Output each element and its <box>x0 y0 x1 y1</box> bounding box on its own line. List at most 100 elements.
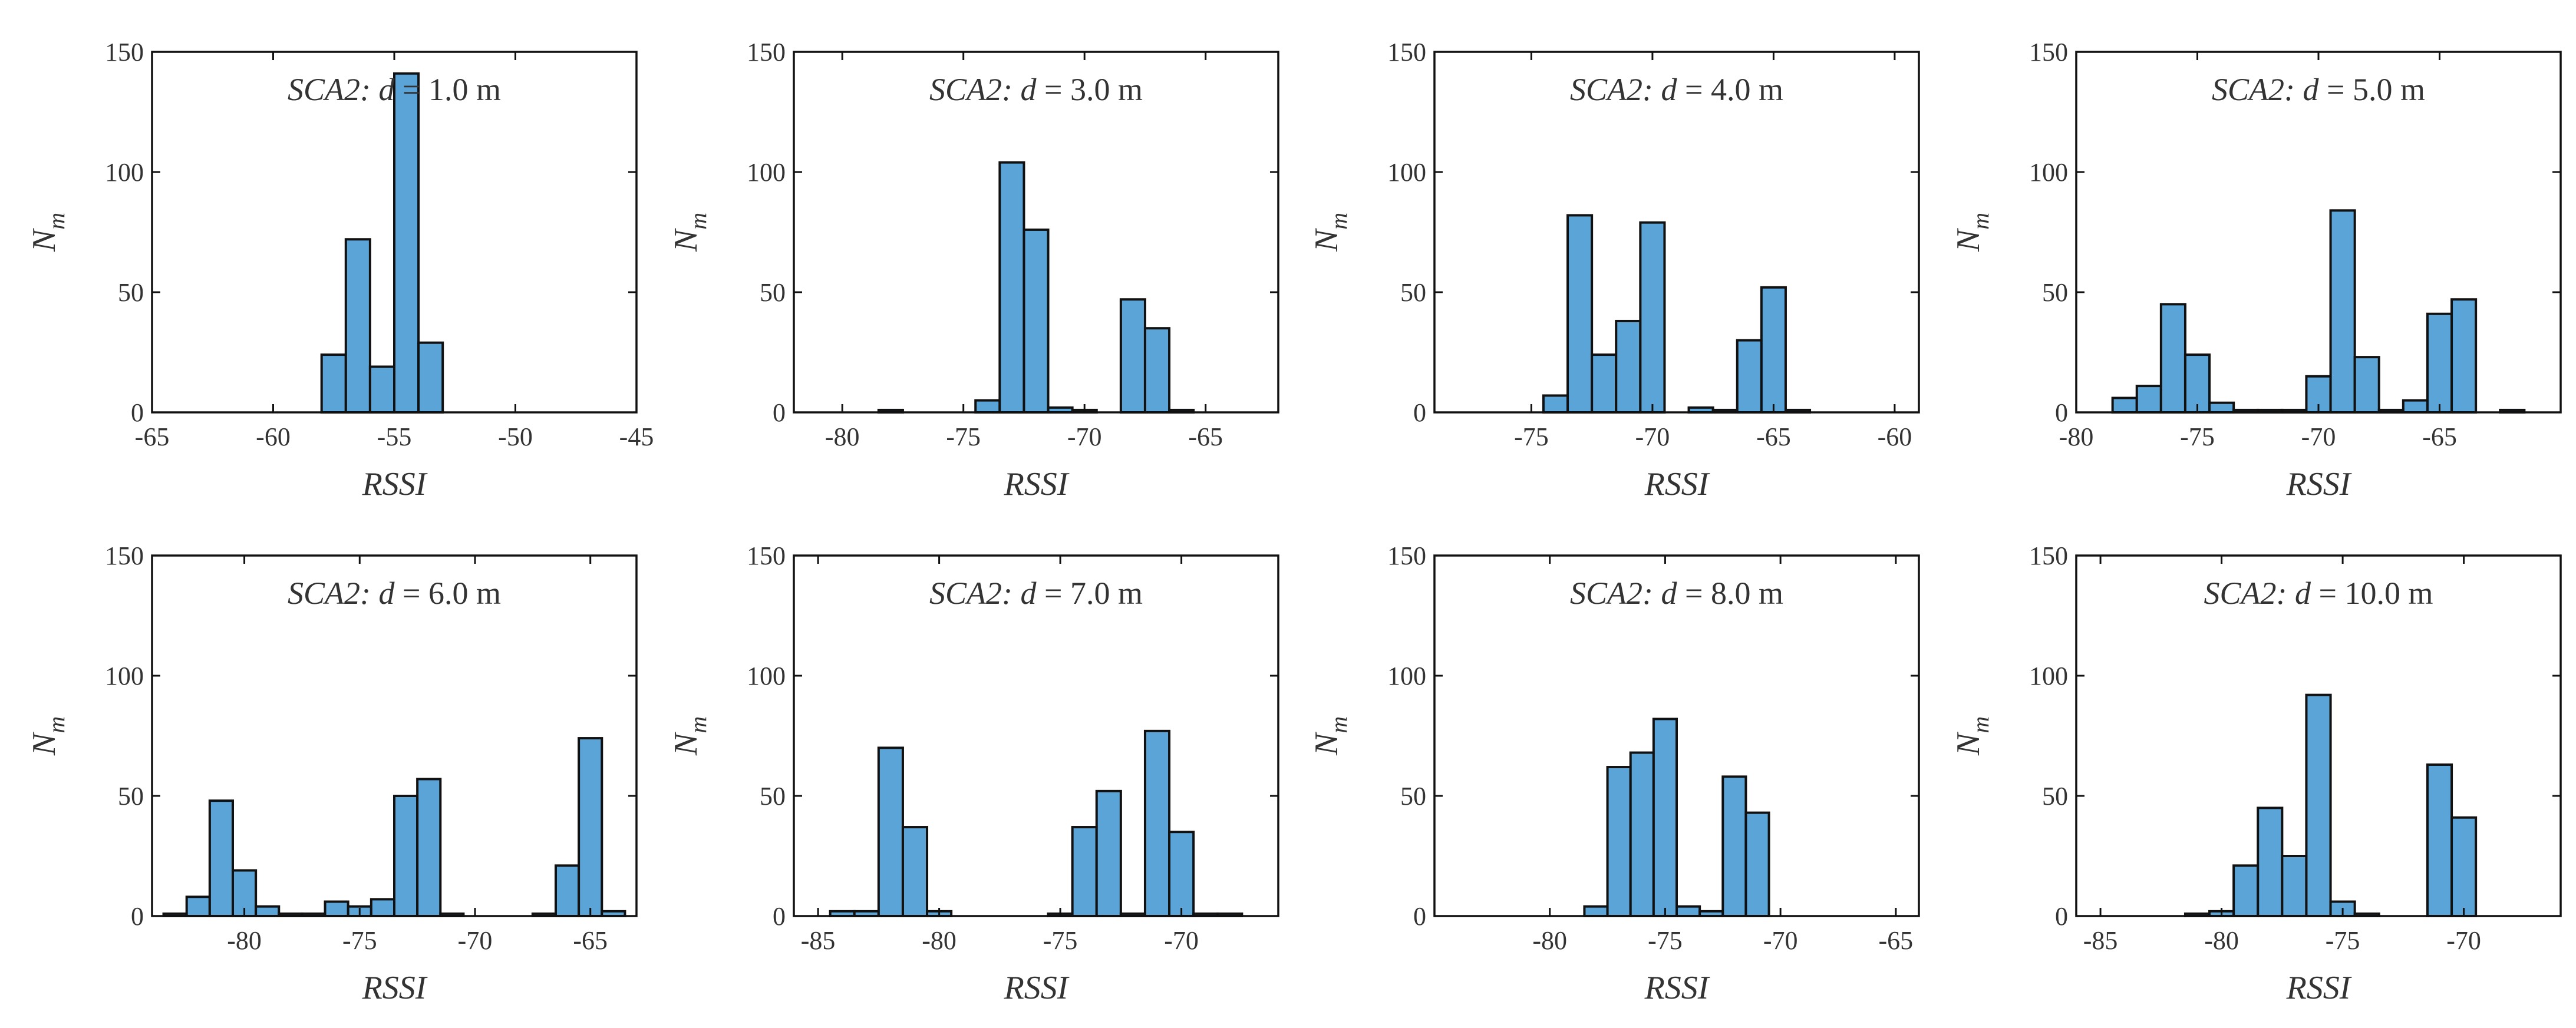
histogram-panel-3: -75 -70 -65 -60 0 50 100 150 SCA2: d = 4.0 m RSSI… <box>1308 38 1920 503</box>
histogram-bar <box>393 72 420 414</box>
x-tick-label: -70 <box>2446 926 2481 955</box>
histogram-bar <box>1119 298 1146 414</box>
x-tick-label: -60 <box>1878 422 1912 451</box>
y-tick-label: 0 <box>773 398 786 427</box>
histogram-panel-8: -85 -80 -75 -70 0 50 100 150 SCA2: d = 10.0 m RSS… <box>1950 541 2562 1006</box>
y-tick-label: 50 <box>1400 782 1426 811</box>
y-tick-label: 150 <box>2029 38 2068 67</box>
x-tick-label: -65 <box>2422 422 2457 451</box>
panel-title: SCA2: d = 1.0 m <box>288 72 501 107</box>
y-axis-label: Nm <box>26 716 70 756</box>
x-tick-label: -75 <box>2326 926 2360 955</box>
histogram-bar <box>1760 286 1787 414</box>
histogram-bar <box>2208 401 2235 414</box>
histogram-bar <box>974 399 1001 414</box>
histogram-bar <box>578 737 603 917</box>
histogram-bar <box>2329 209 2356 414</box>
x-tick-label: -75 <box>1514 422 1549 451</box>
histogram-bar <box>324 900 349 918</box>
y-tick-label: 150 <box>105 38 144 67</box>
histogram-bar <box>370 898 395 917</box>
histogram-bar <box>1615 319 1642 414</box>
panel-title: SCA2: d = 7.0 m <box>929 576 1143 611</box>
y-tick-label: 0 <box>131 398 144 427</box>
x-tick-label: -70 <box>1635 422 1670 451</box>
panel-title: SCA2: d = 10.0 m <box>2204 576 2433 611</box>
axes-frame <box>151 554 638 917</box>
histogram-bar <box>344 238 371 414</box>
histogram-bar <box>1629 751 1655 918</box>
histogram-bar <box>185 895 211 917</box>
x-tick-label: -65 <box>573 926 608 955</box>
histogram-bar <box>2257 806 2284 918</box>
x-tick-label: -55 <box>377 422 412 451</box>
histogram-bar <box>1639 221 1666 414</box>
x-tick-label: -80 <box>825 422 860 451</box>
histogram-bar <box>1606 766 1632 918</box>
histogram-bar <box>2159 303 2186 414</box>
histogram-bar <box>998 161 1025 414</box>
x-tick-label: -75 <box>946 422 981 451</box>
histogram-bar <box>2426 312 2453 414</box>
y-tick-label: 150 <box>1387 541 1426 570</box>
y-tick-label: 50 <box>118 782 144 811</box>
axes-frame <box>2075 554 2562 917</box>
histogram-bar <box>1143 729 1171 917</box>
histogram-bar <box>1023 228 1050 414</box>
x-tick-label: -80 <box>2059 422 2094 451</box>
histogram-panel-7: -80 -75 -70 -65 0 50 100 150 SCA2: d = 8.0 m RSSI… <box>1308 541 1920 1006</box>
y-tick-label: 50 <box>760 782 786 811</box>
x-tick-label: -70 <box>1067 422 1102 451</box>
x-axis-label: RSSI <box>1004 970 1070 1006</box>
x-axis-label: RSSI <box>1644 466 1710 503</box>
axes-frame <box>1433 554 1920 917</box>
histogram-bar <box>2184 353 2211 414</box>
y-tick-label: 0 <box>1413 902 1426 931</box>
histogram-bar <box>1744 811 1770 918</box>
histogram-bar <box>2402 399 2429 414</box>
histogram-bar <box>1095 789 1122 917</box>
x-tick-label: -60 <box>256 422 291 451</box>
histogram-bar <box>2111 396 2138 414</box>
histogram-panel-2: -80 -75 -70 -65 0 50 100 150 SCA2: d = 3.0 m RSSI… <box>668 38 1279 503</box>
y-tick-label: 150 <box>105 541 144 570</box>
x-tick-label: -65 <box>1879 926 1914 955</box>
x-tick-label: -70 <box>1164 926 1199 955</box>
y-tick-label: 150 <box>2029 541 2068 570</box>
histogram-bar <box>2353 356 2380 414</box>
y-axis-label: Nm <box>668 716 711 756</box>
panel-title: SCA2: d = 5.0 m <box>2212 72 2425 107</box>
panel-title: SCA2: d = 4.0 m <box>1570 72 1783 107</box>
histogram-bar <box>1566 214 1594 414</box>
x-tick-label: -65 <box>1756 422 1791 451</box>
y-axis-label: Nm <box>1308 716 1352 756</box>
y-tick-label: 50 <box>1400 278 1426 307</box>
histogram-bar <box>416 778 442 917</box>
x-tick-label: -65 <box>1188 422 1223 451</box>
y-tick-label: 150 <box>747 38 786 67</box>
histogram-bar <box>320 353 347 414</box>
x-tick-label: -75 <box>2180 422 2215 451</box>
y-tick-label: 150 <box>1387 38 1426 67</box>
histogram-bar <box>555 864 580 917</box>
panel-title: SCA2: d = 3.0 m <box>929 72 1143 107</box>
x-tick-label: -70 <box>1763 926 1798 955</box>
y-tick-label: 100 <box>747 662 786 690</box>
x-tick-label: -65 <box>135 422 170 451</box>
x-tick-label: -80 <box>1532 926 1567 955</box>
y-tick-label: 0 <box>2055 902 2068 931</box>
histogram-bar <box>1168 831 1195 917</box>
histogram-bar <box>877 746 904 918</box>
y-tick-label: 100 <box>1387 158 1426 187</box>
y-tick-label: 50 <box>118 278 144 307</box>
histogram-bar <box>2426 763 2453 917</box>
axes-frame <box>793 554 1279 917</box>
y-tick-label: 100 <box>747 158 786 187</box>
y-tick-label: 100 <box>105 662 144 690</box>
histogram-bar <box>1652 718 1678 917</box>
x-axis-label: RSSI <box>1644 970 1710 1006</box>
y-axis-label: Nm <box>1950 213 1994 252</box>
x-axis-label: RSSI <box>2286 466 2352 503</box>
histogram-bar <box>1143 327 1171 414</box>
